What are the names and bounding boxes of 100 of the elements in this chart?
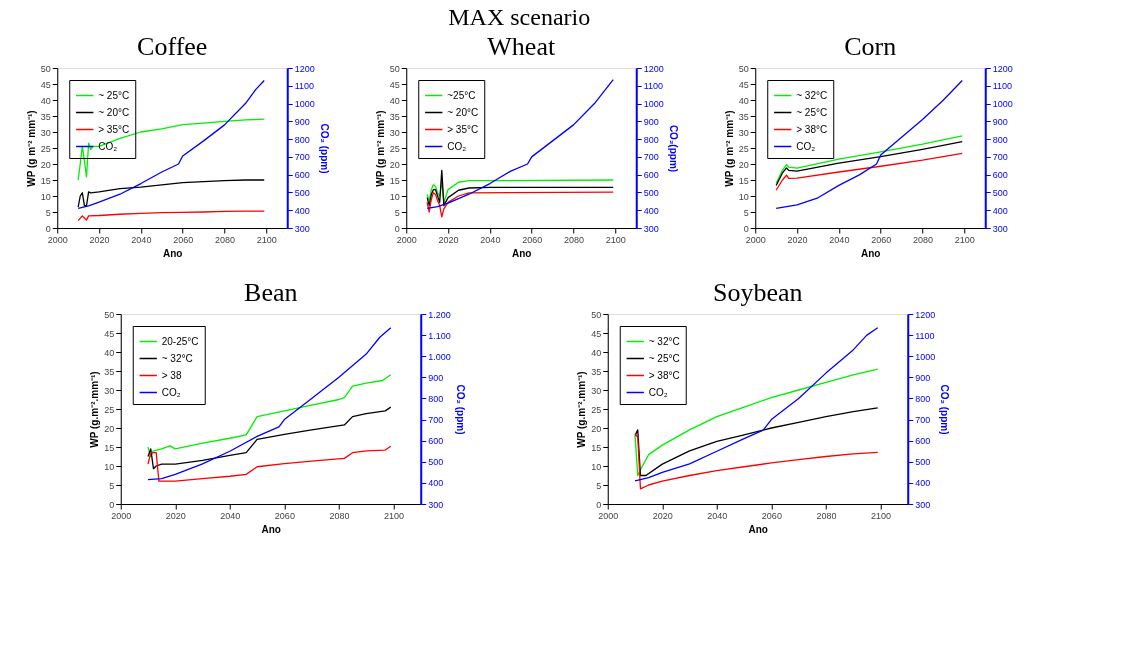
line-series xyxy=(77,79,265,210)
line-series xyxy=(634,407,879,477)
y-tick-label: 30 xyxy=(104,385,115,396)
y-tick-label: 45 xyxy=(591,328,602,339)
x-tick-label: 2000 xyxy=(396,234,417,245)
x-tick-label: 2060 xyxy=(173,234,194,245)
y-tick-label: 45 xyxy=(738,79,749,90)
y2-tick-label: 500 xyxy=(428,457,444,468)
y2-tick-label: 700 xyxy=(915,415,931,426)
y-tick-label: 45 xyxy=(389,79,400,90)
y2-tick-label: 600 xyxy=(992,170,1008,181)
y-tick-label: 15 xyxy=(591,442,602,453)
y2-tick-label: 600 xyxy=(643,170,659,181)
legend-label: > 38 xyxy=(161,369,182,381)
y2-tick-label: 400 xyxy=(428,478,444,489)
y-tick-label: 5 xyxy=(45,207,51,218)
legend-label: ~ 25°C xyxy=(648,352,680,364)
y2-tick-label: 800 xyxy=(294,134,310,145)
text: MAX scenario xyxy=(448,3,591,30)
y-tick-label: 50 xyxy=(40,63,51,74)
y-tick-label: 50 xyxy=(389,63,400,74)
x-tick-label: 2000 xyxy=(745,234,766,245)
y2-tick-label: 600 xyxy=(294,170,310,181)
line-series xyxy=(634,368,879,477)
y-tick-label: 5 xyxy=(596,480,602,491)
x-tick-label: 2000 xyxy=(47,234,68,245)
x-tick-label: 2040 xyxy=(220,510,241,521)
x-tick-label: 2100 xyxy=(383,510,404,521)
y-tick-label: 40 xyxy=(104,347,115,358)
y-tick-label: 45 xyxy=(104,328,115,339)
line-series xyxy=(634,327,879,482)
chart-title: Wheat xyxy=(487,32,556,61)
chart-title: Soybean xyxy=(712,278,803,307)
y-tick-label: 0 xyxy=(596,499,602,510)
y-tick-label: 50 xyxy=(591,309,602,320)
y-tick-label: 20 xyxy=(40,159,51,170)
legend-label: ~ 20°C xyxy=(447,106,479,118)
x-tick-label: 2100 xyxy=(605,234,626,245)
x-tick-label: 2000 xyxy=(598,510,619,521)
y-tick-label: 0 xyxy=(109,499,115,510)
y2-axis-title: CO₂ (ppm) xyxy=(318,123,330,174)
x-axis-title: Ano xyxy=(861,247,881,259)
y2-tick-label: 600 xyxy=(915,436,931,447)
y-tick-label: 40 xyxy=(40,95,51,106)
y-tick-label: 25 xyxy=(104,404,115,415)
y2-tick-label: 500 xyxy=(915,457,931,468)
y-axis-title: WP (g.m⁻².mm⁻¹) xyxy=(576,371,588,448)
y-tick-label: 35 xyxy=(40,111,51,122)
y-tick-label: 25 xyxy=(591,404,602,415)
y2-axis-title: CO₂ (ppm) xyxy=(939,384,951,435)
y2-tick-label: 1.200 xyxy=(428,309,451,320)
legend-label: ~ 20°C xyxy=(98,106,130,118)
x-tick-label: 2040 xyxy=(480,234,501,245)
y-tick-label: 30 xyxy=(738,127,749,138)
y2-tick-label: 1.100 xyxy=(428,330,451,341)
x-axis-title: Ano xyxy=(163,247,183,259)
y-tick-label: 30 xyxy=(40,127,51,138)
y-tick-label: 15 xyxy=(389,175,400,186)
y-tick-label: 40 xyxy=(591,347,602,358)
line-series xyxy=(77,118,265,181)
y2-tick-label: 1000 xyxy=(992,99,1013,110)
y2-tick-label: 1200 xyxy=(294,63,315,74)
line-series xyxy=(77,179,265,208)
y2-tick-label: 300 xyxy=(992,223,1008,234)
legend-label: ~ 25°C xyxy=(796,106,828,118)
y2-tick-label: 700 xyxy=(428,415,444,426)
x-tick-label: 2040 xyxy=(829,234,850,245)
legend-label: CO₂ xyxy=(648,386,668,398)
line-series xyxy=(147,406,392,470)
y-tick-label: 15 xyxy=(738,175,749,186)
y-tick-label: 25 xyxy=(40,143,51,154)
y-tick-label: 35 xyxy=(738,111,749,122)
y-tick-label: 25 xyxy=(738,143,749,154)
x-tick-label: 2060 xyxy=(274,510,295,521)
y2-tick-label: 1000 xyxy=(643,99,664,110)
y-tick-label: 10 xyxy=(40,191,51,202)
y2-tick-label: 700 xyxy=(294,152,310,163)
y-tick-label: 35 xyxy=(104,366,115,377)
y2-tick-label: 900 xyxy=(992,116,1008,127)
x-tick-label: 2100 xyxy=(256,234,277,245)
y2-tick-label: 500 xyxy=(992,187,1008,198)
legend-label: ~25°C xyxy=(447,89,476,101)
y2-tick-label: 800 xyxy=(992,134,1008,145)
y-tick-label: 10 xyxy=(104,461,115,472)
y2-tick-label: 800 xyxy=(428,393,444,404)
y2-tick-label: 900 xyxy=(294,116,310,127)
x-tick-label: 2080 xyxy=(215,234,236,245)
y2-tick-label: 1200 xyxy=(915,309,936,320)
y-tick-label: 50 xyxy=(104,309,115,320)
y2-tick-label: 900 xyxy=(428,372,444,383)
x-tick-label: 2020 xyxy=(652,510,673,521)
y2-tick-label: 1100 xyxy=(294,81,315,92)
legend-label: 20-25°C xyxy=(161,335,199,347)
y-tick-label: 45 xyxy=(40,79,51,90)
y2-tick-label: 700 xyxy=(643,152,659,163)
y-tick-label: 20 xyxy=(104,423,115,434)
y2-axis-title: CO₂(ppm) xyxy=(667,124,679,173)
y-tick-label: 5 xyxy=(394,207,400,218)
y2-tick-label: 1100 xyxy=(915,330,935,341)
y-tick-label: 25 xyxy=(389,143,400,154)
